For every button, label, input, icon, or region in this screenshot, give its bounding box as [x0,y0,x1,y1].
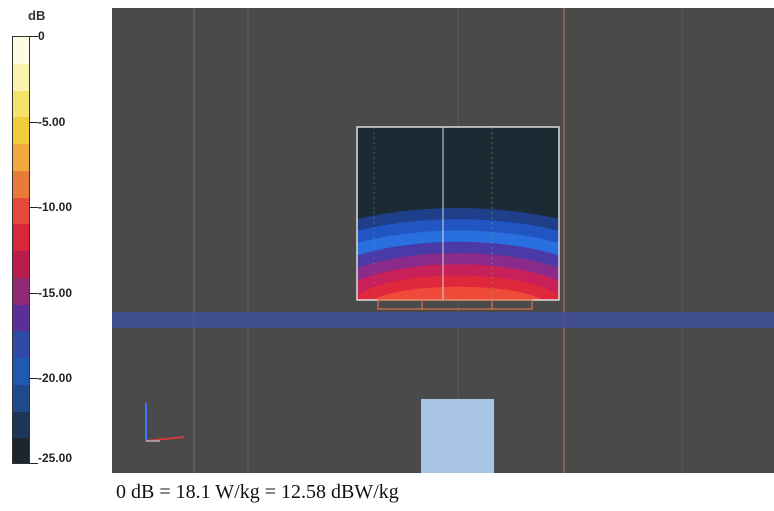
simulation-scene [112,8,774,473]
sar-distribution [357,208,559,300]
antenna-outline [377,299,533,310]
axis-triad-icon [145,403,185,442]
colorbar-unit-label: dB [28,8,46,23]
colorbar-band [13,277,29,306]
colorbar-tick-label: -15.00 [38,285,73,300]
colorbar-tick-label: -20.00 [38,371,73,386]
colorbar [12,36,30,464]
colorbar-band [13,144,29,172]
colorbar-tick [30,378,38,380]
source-block [421,399,494,473]
colorbar-tick [30,207,38,209]
colorbar-tick-label: 0 [38,29,45,43]
sar-contour [373,286,543,300]
colorbar-band [13,37,29,65]
colorbar-band [13,411,29,440]
colorbar-tick [30,292,38,294]
colorbar-tick-label: -25.00 [38,451,73,465]
colorbar-band [13,63,29,92]
colorbar-band [13,117,29,145]
colorbar-band [13,170,29,199]
colorbar-tick-label: -5.00 [38,114,66,129]
colorbar-tick [30,36,38,37]
phantom-band [112,312,774,328]
colorbar-band [13,251,29,279]
colorbar-band [13,331,29,359]
colorbar-band [13,197,29,226]
colorbar-tick [30,121,38,123]
colorbar-tick [30,463,38,464]
colorbar-band [13,358,29,386]
3d-viewport[interactable] [112,8,774,473]
normalization-caption: 0 dB = 18.1 W/kg = 12.58 dBW/kg [116,481,399,503]
colorbar-band [13,224,29,252]
colorbar-band [13,384,29,413]
colorbar-band [13,438,29,463]
colorbar-band [13,304,29,333]
colorbar-tick-label: -10.00 [38,200,73,215]
colorbar-band [13,90,29,119]
